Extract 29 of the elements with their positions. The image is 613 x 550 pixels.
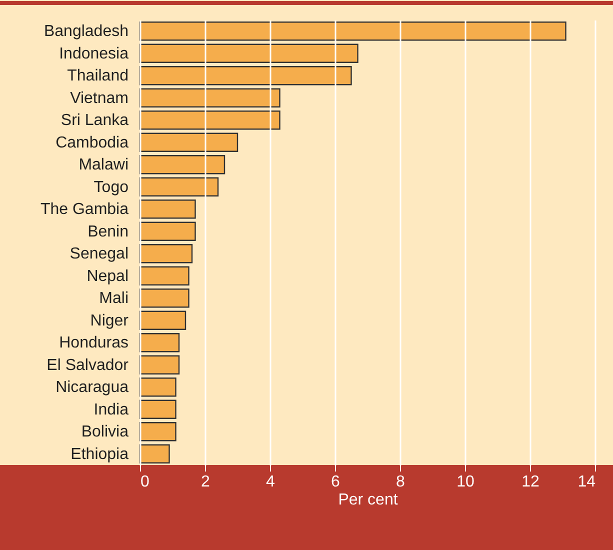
y-tick-label: Thailand <box>67 68 128 85</box>
y-tick-label: Mali <box>99 290 128 308</box>
y-tick-label: Nepal <box>86 268 128 285</box>
y-tick-label: Indonesia <box>59 45 129 62</box>
y-tick-label: Nicaragua <box>56 379 129 396</box>
y-tick-label: El Salvador <box>46 356 130 374</box>
y-tick-label: Honduras <box>59 334 128 352</box>
y-tick-label: Malawi <box>78 156 128 174</box>
y-tick-label: The Gambia <box>40 201 129 218</box>
y-tick-label: Bangladesh <box>44 23 128 40</box>
y-tick-label: Sri Lanka <box>60 112 129 130</box>
y-tick-label: Cambodia <box>56 134 129 152</box>
y-tick-label: Benin <box>88 223 128 240</box>
x-tick-label: 4 <box>266 474 276 490</box>
y-tick-label: Ethiopia <box>70 446 129 463</box>
y-tick-label: Vietnam <box>70 90 128 107</box>
y-tick-label: Niger <box>90 312 130 330</box>
y-tick-label: India <box>94 401 129 418</box>
x-tick-label: 6 <box>331 474 340 490</box>
x-tick-label: 10 <box>456 474 474 490</box>
x-tick-label: 8 <box>396 474 406 490</box>
x-tick-label: 0 <box>140 474 150 490</box>
y-tick-label: Senegal <box>70 246 128 263</box>
y-tick-label: Togo <box>94 178 129 196</box>
x-tick-label: 12 <box>522 474 540 490</box>
y-tick-label: Bolivia <box>81 424 129 441</box>
x-tick-label: 14 <box>578 474 596 490</box>
x-axis-title: Per cent <box>338 492 398 508</box>
x-tick-label: 2 <box>201 474 210 490</box>
